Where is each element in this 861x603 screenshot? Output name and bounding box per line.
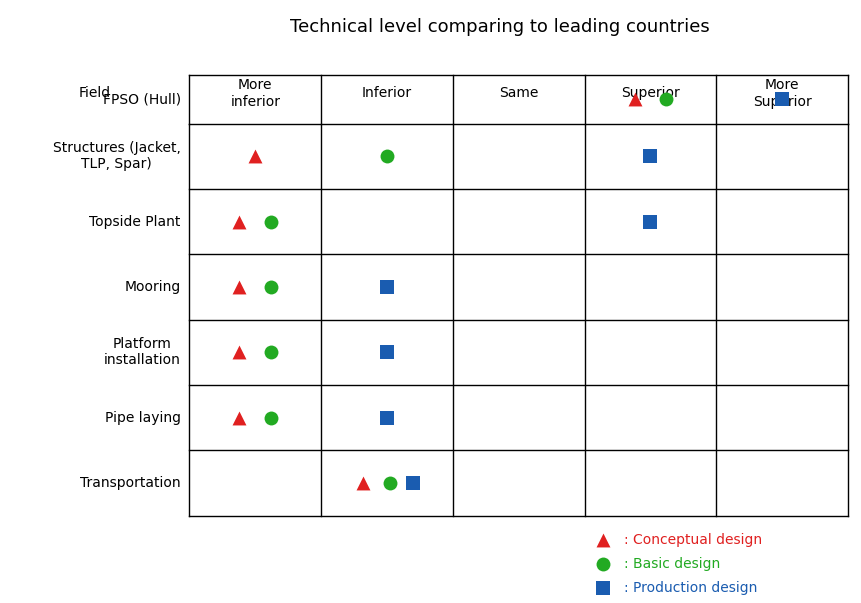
Text: : Basic design: : Basic design xyxy=(624,557,721,571)
Text: Technical level comparing to leading countries: Technical level comparing to leading cou… xyxy=(289,18,709,36)
Point xyxy=(775,95,789,104)
Point xyxy=(248,151,262,161)
Text: Platform
installation: Platform installation xyxy=(104,337,181,367)
Point xyxy=(596,535,610,545)
Point xyxy=(381,347,394,357)
Text: Same: Same xyxy=(499,86,538,101)
Text: : Conceptual design: : Conceptual design xyxy=(624,532,762,547)
Point xyxy=(264,282,278,292)
Text: Field: Field xyxy=(78,86,111,101)
Text: More
Superior: More Superior xyxy=(753,78,812,109)
Text: More
inferior: More inferior xyxy=(230,78,281,109)
Point xyxy=(381,412,394,422)
Point xyxy=(232,216,246,226)
Point xyxy=(264,347,278,357)
Point xyxy=(643,151,658,161)
Point xyxy=(643,216,658,226)
Point xyxy=(660,95,673,104)
Point xyxy=(356,478,370,488)
Point xyxy=(232,412,246,422)
Point xyxy=(381,282,394,292)
Text: Pipe laying: Pipe laying xyxy=(105,411,181,425)
Point xyxy=(264,216,278,226)
Text: Topside Plant: Topside Plant xyxy=(90,215,181,229)
Text: Structures (Jacket,
TLP, Spar): Structures (Jacket, TLP, Spar) xyxy=(53,141,181,171)
Point xyxy=(596,583,610,593)
Point xyxy=(596,559,610,569)
Point xyxy=(232,282,246,292)
Point xyxy=(383,478,397,488)
Text: FPSO (Hull): FPSO (Hull) xyxy=(102,92,181,107)
Text: Inferior: Inferior xyxy=(362,86,412,101)
Text: Superior: Superior xyxy=(621,86,680,101)
Point xyxy=(628,95,641,104)
Point xyxy=(381,151,394,161)
Text: Transportation: Transportation xyxy=(80,476,181,490)
Point xyxy=(406,478,420,488)
Text: Mooring: Mooring xyxy=(125,280,181,294)
Point xyxy=(232,347,246,357)
Text: : Production design: : Production design xyxy=(624,581,758,595)
Point xyxy=(264,412,278,422)
